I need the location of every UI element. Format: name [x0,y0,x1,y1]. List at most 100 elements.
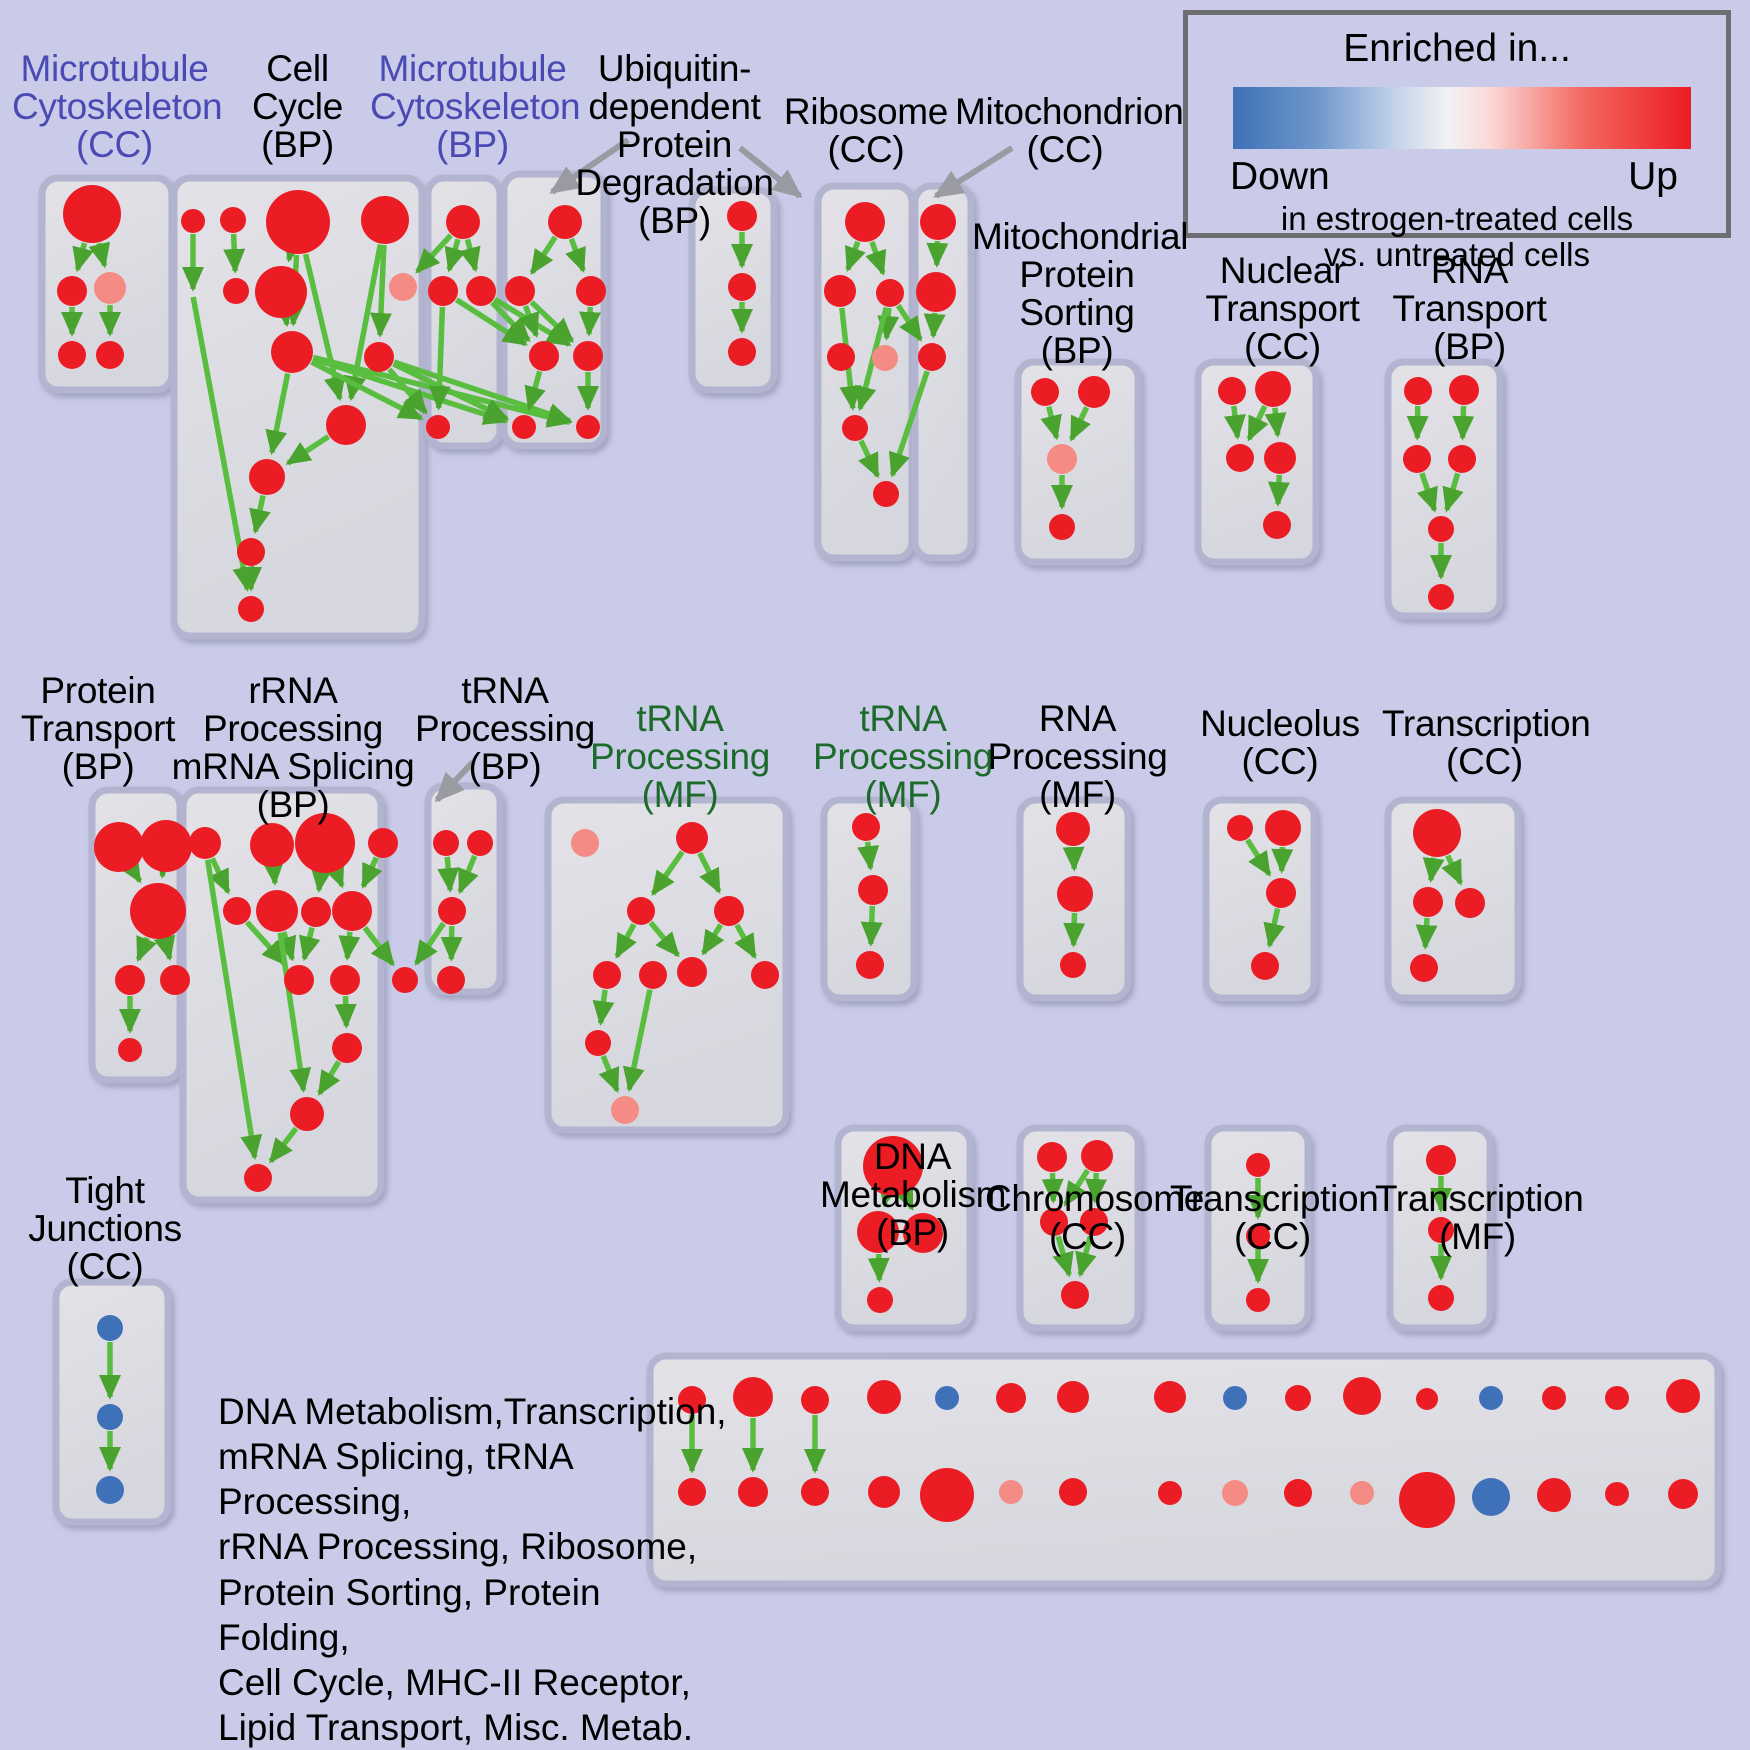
network-node[interactable] [1031,378,1059,406]
network-node[interactable] [1061,1281,1089,1309]
network-node[interactable] [1060,952,1086,978]
network-node[interactable] [842,415,868,441]
network-node[interactable] [1343,1377,1381,1415]
network-node[interactable] [529,341,559,371]
network-node[interactable] [1479,1386,1503,1410]
network-node[interactable] [1047,444,1077,474]
network-node[interactable] [389,273,417,301]
network-node[interactable] [676,822,708,854]
network-node[interactable] [996,1383,1026,1413]
network-node[interactable] [1666,1379,1700,1413]
network-node[interactable] [1404,377,1432,405]
network-node[interactable] [827,343,855,371]
network-node[interactable] [438,897,466,925]
network-node[interactable] [250,823,294,867]
network-node[interactable] [1266,878,1296,908]
network-node[interactable] [916,272,956,312]
network-node[interactable] [255,266,307,318]
network-node[interactable] [1265,810,1301,846]
network-node[interactable] [714,896,744,926]
network-node[interactable] [58,341,86,369]
network-node[interactable] [1455,888,1485,918]
network-node[interactable] [1542,1386,1566,1410]
network-node[interactable] [361,196,409,244]
network-node[interactable] [1037,1142,1067,1172]
network-node[interactable] [326,405,366,445]
network-node[interactable] [935,1386,959,1410]
network-node[interactable] [244,1164,272,1192]
network-node[interactable] [467,830,493,856]
network-node[interactable] [1285,1385,1311,1411]
network-node[interactable] [868,1476,900,1508]
network-node[interactable] [1350,1481,1374,1505]
network-node[interactable] [1605,1386,1629,1410]
network-node[interactable] [593,961,621,989]
network-node[interactable] [751,961,779,989]
network-node[interactable] [266,190,330,254]
network-node[interactable] [873,481,899,507]
network-node[interactable] [1668,1479,1698,1509]
network-node[interactable] [728,273,756,301]
network-node[interactable] [852,813,880,841]
network-node[interactable] [856,951,884,979]
network-node[interactable] [1410,954,1438,982]
network-node[interactable] [512,415,536,439]
network-node[interactable] [237,538,265,566]
network-node[interactable] [1226,444,1254,472]
network-node[interactable] [330,965,360,995]
network-node[interactable] [63,185,121,243]
network-node[interactable] [738,1477,768,1507]
network-node[interactable] [1218,377,1246,405]
network-node[interactable] [256,890,298,932]
network-node[interactable] [433,830,459,856]
network-node[interactable] [576,415,600,439]
network-node[interactable] [1605,1482,1629,1506]
network-node[interactable] [437,966,465,994]
network-node[interactable] [845,202,885,242]
network-node[interactable] [677,957,707,987]
network-node[interactable] [627,897,655,925]
network-node[interactable] [733,1377,773,1417]
network-node[interactable] [867,1287,893,1313]
network-node[interactable] [1428,516,1454,542]
network-node[interactable] [189,827,221,859]
network-node[interactable] [446,205,480,239]
network-node[interactable] [140,820,192,872]
network-node[interactable] [867,1380,901,1414]
network-node[interactable] [1284,1479,1312,1507]
network-node[interactable] [728,338,756,366]
network-node[interactable] [97,1315,123,1341]
network-node[interactable] [96,1476,124,1504]
network-node[interactable] [1428,584,1454,610]
network-node[interactable] [1403,445,1431,473]
network-node[interactable] [1251,952,1279,980]
network-node[interactable] [1449,375,1479,405]
network-node[interactable] [872,345,898,371]
network-node[interactable] [1246,1288,1270,1312]
network-node[interactable] [920,204,956,240]
network-node[interactable] [364,342,394,372]
network-node[interactable] [115,965,145,995]
network-node[interactable] [96,341,124,369]
network-node[interactable] [999,1480,1023,1504]
network-node[interactable] [1059,1478,1087,1506]
network-node[interactable] [1223,1386,1247,1410]
network-node[interactable] [858,875,888,905]
network-node[interactable] [284,965,314,995]
network-node[interactable] [1399,1472,1455,1528]
network-node[interactable] [920,1468,974,1522]
network-node[interactable] [1255,371,1291,407]
network-node[interactable] [505,276,535,306]
network-node[interactable] [611,1096,639,1124]
network-node[interactable] [1154,1381,1186,1413]
network-node[interactable] [94,272,126,304]
network-node[interactable] [426,415,450,439]
network-node[interactable] [97,1404,123,1430]
network-node[interactable] [639,961,667,989]
network-node[interactable] [573,341,603,371]
network-node[interactable] [332,891,372,931]
network-node[interactable] [571,829,599,857]
network-node[interactable] [1049,514,1075,540]
network-node[interactable] [1081,1140,1113,1172]
network-node[interactable] [1158,1481,1182,1505]
